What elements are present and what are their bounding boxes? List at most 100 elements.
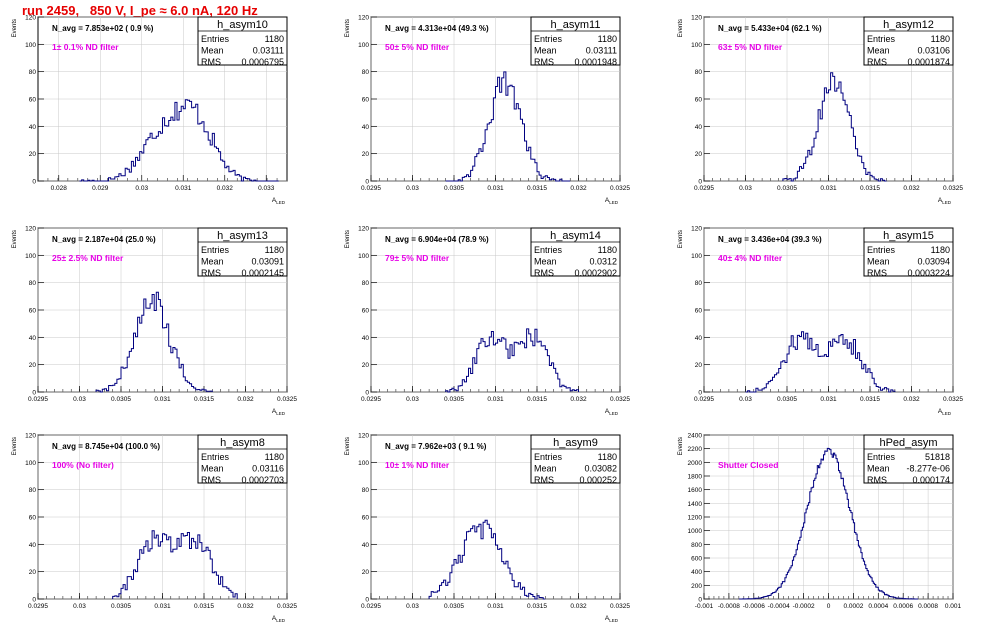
stats-box xyxy=(530,227,621,277)
x-tick-label: 0.0315 xyxy=(527,603,547,610)
y-tick-label: 100 xyxy=(25,253,36,260)
histogram-panel-h_asym15: 0.0295 0.03 0.0305 0.031 0.0315 0.032 0.0325 0 2… xyxy=(678,226,963,417)
histogram-title: h_asym15 xyxy=(883,230,934,242)
n-avg-label: N_avg = 4.313e+04 (49.3 %) xyxy=(385,24,489,33)
x-tick-label: 0.028 xyxy=(51,185,68,192)
y-tick-label: 60 xyxy=(695,97,703,104)
x-tick-label: 0.0325 xyxy=(277,396,297,403)
x-tick-label: 0.033 xyxy=(258,185,275,192)
y-tick-label: 20 xyxy=(362,569,370,576)
x-tick-label: 0 xyxy=(827,603,831,610)
y-tick-label: 40 xyxy=(29,542,37,549)
stats-label: RMS xyxy=(534,475,554,485)
stats-box xyxy=(530,16,621,66)
stats-label: RMS xyxy=(534,57,554,67)
y-tick-label: 60 xyxy=(362,97,370,104)
x-tick-label: 0.032 xyxy=(903,185,920,192)
stats-value: 0.0002902 xyxy=(574,268,617,278)
stats-label: Mean xyxy=(201,46,224,56)
y-tick-label: 80 xyxy=(362,69,370,76)
y-tick-label: 2000 xyxy=(688,460,703,467)
stats-value: 0.0001948 xyxy=(574,57,617,67)
y-tick-label: 20 xyxy=(695,362,703,369)
x-tick-label: -0.0006 xyxy=(743,603,765,610)
histogram-title: h_asym8 xyxy=(220,437,265,449)
y-tick-label: 100 xyxy=(691,42,702,49)
y-axis-title: Events xyxy=(345,19,351,37)
x-tick-label: 0.0315 xyxy=(860,396,880,403)
x-tick-label: 0.03 xyxy=(739,396,752,403)
y-tick-label: 60 xyxy=(29,308,37,315)
x-tick-label: 0.032 xyxy=(570,396,587,403)
filter-note: 63± 5% ND filter xyxy=(718,42,783,52)
x-tick-label: 0.0295 xyxy=(361,396,381,403)
y-axis-title: Events xyxy=(12,437,18,455)
histogram-series xyxy=(95,291,213,393)
y-tick-label: 1000 xyxy=(688,528,703,535)
y-tick-label: 120 xyxy=(358,15,369,22)
stats-value: 0.0001874 xyxy=(907,57,950,67)
stats-value: 0.03091 xyxy=(251,257,284,267)
histogram-title: hPed_asym xyxy=(879,437,937,449)
y-axis-title: Events xyxy=(678,230,684,248)
y-tick-label: 100 xyxy=(691,253,702,260)
x-axis-title: ALED xyxy=(272,408,286,416)
filter-note: Shutter Closed xyxy=(718,460,778,470)
stats-label: RMS xyxy=(201,268,221,278)
y-tick-label: 60 xyxy=(695,308,703,315)
y-tick-label: 0 xyxy=(32,597,36,604)
stats-value: 1180 xyxy=(598,452,617,462)
filter-note: 100% (No filter) xyxy=(52,460,114,470)
x-axis-title: ALED xyxy=(605,197,619,205)
stats-value: 0.000252 xyxy=(579,475,617,485)
stats-value: 0.03111 xyxy=(253,46,284,56)
x-tick-label: 0.031 xyxy=(487,396,504,403)
histogram-series xyxy=(782,72,887,182)
stats-label: Mean xyxy=(534,257,557,267)
y-tick-label: 20 xyxy=(362,151,370,158)
x-tick-label: 0.0325 xyxy=(610,603,630,610)
filter-note: 1± 0.1% ND filter xyxy=(52,42,119,52)
y-tick-label: 100 xyxy=(25,460,36,467)
histogram-panel-h_asym8: 0.0295 0.03 0.0305 0.031 0.0315 0.032 0.0325 0 2… xyxy=(12,433,297,622)
y-tick-label: 0 xyxy=(32,179,36,186)
y-tick-label: 0 xyxy=(365,390,369,397)
stats-label: RMS xyxy=(867,57,887,67)
x-tick-label: 0.031 xyxy=(820,396,837,403)
x-tick-label: 0.0295 xyxy=(361,185,381,192)
y-tick-label: 120 xyxy=(358,226,369,233)
y-tick-label: 1600 xyxy=(688,487,703,494)
x-tick-label: 0.03 xyxy=(73,396,86,403)
y-tick-label: 40 xyxy=(695,124,703,131)
histogram-panel-hPed_asym: -0.001 -0.0008 -0.0006 -0.0004 -0.0002 0 0.000… xyxy=(678,433,962,611)
x-tick-label: -0.0008 xyxy=(718,603,740,610)
stats-label: Entries xyxy=(867,34,896,44)
stats-value: 0.03116 xyxy=(252,464,284,474)
stats-value: 1180 xyxy=(265,245,284,255)
y-axis-title: Events xyxy=(678,437,684,455)
y-axis-title: Events xyxy=(345,230,351,248)
y-tick-label: 20 xyxy=(29,569,37,576)
y-tick-label: 80 xyxy=(29,487,37,494)
run-title: run 2459, 850 V, I_pe ≈ 6.0 nA, 120 Hz xyxy=(22,3,258,18)
stats-value: 0.0002145 xyxy=(241,268,284,278)
stats-box xyxy=(863,16,954,66)
x-tick-label: 0.03 xyxy=(135,185,148,192)
stats-value: 1180 xyxy=(265,452,284,462)
x-tick-label: 0.032 xyxy=(570,185,587,192)
x-tick-label: 0.0002 xyxy=(843,603,863,610)
y-tick-label: 400 xyxy=(691,569,702,576)
histogram-series xyxy=(738,447,919,600)
histogram-title: h_asym14 xyxy=(550,230,601,242)
stats-value: 0.03111 xyxy=(586,46,617,56)
x-axis-title: ALED xyxy=(938,197,952,205)
filter-note: 50± 5% ND filter xyxy=(385,42,450,52)
x-tick-label: 0.0295 xyxy=(694,185,714,192)
x-axis-title: ALED xyxy=(605,615,619,622)
y-tick-label: 100 xyxy=(358,253,369,260)
y-tick-label: 60 xyxy=(29,97,37,104)
x-tick-label: 0.0315 xyxy=(860,185,880,192)
stats-value: -8.277e-06 xyxy=(906,464,950,474)
y-tick-label: 40 xyxy=(29,124,37,131)
